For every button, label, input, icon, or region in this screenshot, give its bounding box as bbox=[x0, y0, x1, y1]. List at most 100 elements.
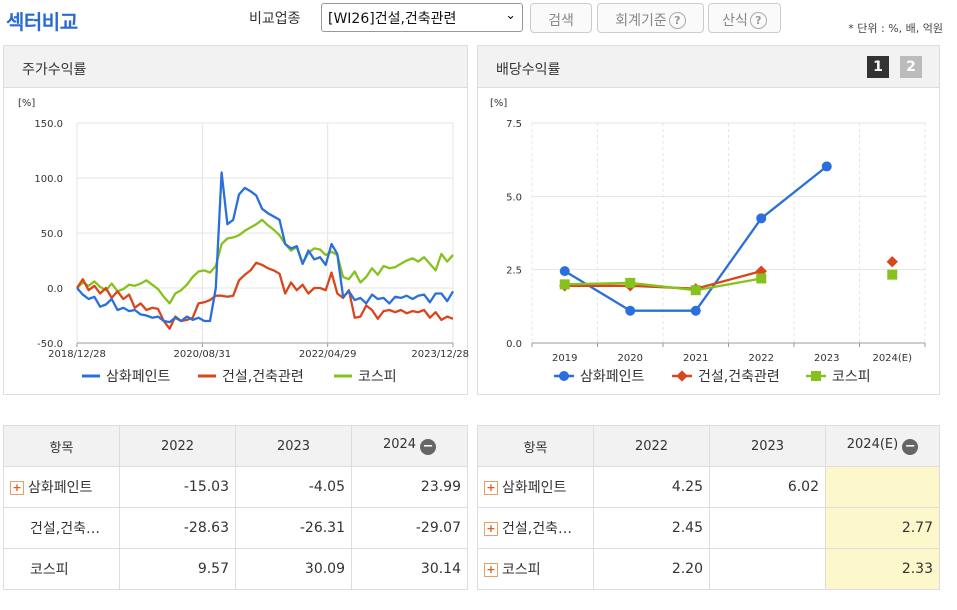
stock-return-panel: 주가수익률 bbox=[3, 45, 468, 395]
cell: 4.25 bbox=[593, 466, 710, 508]
expand-icon[interactable]: + bbox=[10, 481, 24, 495]
data-point bbox=[756, 213, 767, 224]
cell bbox=[709, 548, 826, 590]
dividend-yield-table: 항목 2022 2023 2024(E) − + 삼화페인트 4.25 6.02 +… bbox=[477, 425, 940, 590]
cell: 2.20 bbox=[593, 548, 710, 590]
x-tick-label: 2021 bbox=[683, 353, 708, 364]
row-name: 건설,건축… bbox=[3, 507, 120, 549]
stock-return-table: 항목 2022 2023 2024− + 삼화페인트 -15.03 -4.05 2… bbox=[3, 425, 468, 590]
table-row: + 삼화페인트 4.25 6.02 bbox=[477, 466, 940, 508]
cell: 30.09 bbox=[235, 548, 352, 590]
chevron-down-icon: ⌄ bbox=[505, 8, 516, 23]
col-year: 2023 bbox=[709, 425, 826, 467]
x-tick-label: 2018/12/28 bbox=[48, 349, 106, 360]
legend-marker bbox=[811, 371, 821, 381]
legend-label: 삼화페인트 bbox=[106, 369, 171, 385]
industry-select[interactable]: [WI26]건설,건축관련 ⌄ bbox=[321, 3, 523, 32]
table-row: + 코스피 2.20 2.33 bbox=[477, 548, 940, 590]
row-name: 삼화페인트 bbox=[28, 480, 93, 496]
dividend-yield-chart: [%] 7.5 5.0 2.5 0.0 2019 2020 2021 2022 2023 2024(… bbox=[490, 98, 926, 385]
y-tick-label: 100.0 bbox=[34, 174, 63, 185]
formula-button[interactable]: 산식? bbox=[708, 3, 781, 33]
row-name: 삼화페인트 bbox=[502, 480, 567, 496]
y-axis-unit: [%] bbox=[490, 98, 507, 109]
col-year: 2023 bbox=[235, 425, 352, 467]
y-axis-unit: [%] bbox=[18, 98, 35, 109]
y-tick-label: 0.0 bbox=[47, 284, 63, 295]
series-line-1 bbox=[76, 171, 454, 324]
y-tick-label: 150.0 bbox=[34, 119, 63, 130]
legend-label: 코스피 bbox=[358, 369, 397, 385]
x-tick-label: 2023 bbox=[814, 353, 839, 364]
x-tick-label: 2023/12/28 bbox=[411, 349, 469, 360]
accounting-standard-label: 회계기준 bbox=[615, 13, 667, 29]
search-button[interactable]: 검색 bbox=[530, 3, 592, 33]
data-point bbox=[690, 285, 701, 296]
x-tick-label: 2019 bbox=[552, 353, 577, 364]
x-tick-label: 2022 bbox=[749, 353, 774, 364]
cell bbox=[709, 507, 826, 549]
data-point bbox=[559, 279, 570, 290]
col-year: 2024(E) − bbox=[825, 425, 940, 467]
cell: -4.05 bbox=[235, 466, 352, 508]
help-icon: ? bbox=[668, 12, 686, 29]
unit-note: * 단위 : %, 배, 억원 bbox=[848, 22, 943, 35]
table-header-row: 항목 2022 2023 2024− bbox=[3, 425, 468, 467]
collapse-icon[interactable]: − bbox=[420, 439, 437, 455]
legend-label: 코스피 bbox=[832, 369, 871, 385]
cell: 2.33 bbox=[825, 548, 940, 590]
data-point bbox=[559, 266, 570, 277]
cell: 23.99 bbox=[351, 466, 468, 508]
x-tick-label: 2020/08/31 bbox=[174, 349, 232, 360]
y-tick-label: 5.0 bbox=[506, 192, 522, 203]
cell: -28.63 bbox=[119, 507, 236, 549]
cell: 2.45 bbox=[593, 507, 710, 549]
legend-marker bbox=[676, 370, 688, 382]
col-year: 2022 bbox=[593, 425, 710, 467]
data-point bbox=[886, 256, 898, 268]
series-line-2 bbox=[76, 261, 454, 330]
compare-label: 비교업종 bbox=[249, 11, 301, 27]
table-row: 코스피 9.57 30.09 30.14 bbox=[3, 548, 468, 590]
row-name: 코스피 bbox=[3, 548, 120, 590]
col-year: 2024− bbox=[351, 425, 468, 467]
collapse-icon[interactable]: − bbox=[902, 439, 919, 455]
table-row: + 건설,건축… 2.45 2.77 bbox=[477, 507, 940, 549]
dividend-yield-title: 배당수익률 bbox=[478, 46, 939, 88]
x-tick-label: 2022/04/29 bbox=[299, 349, 357, 360]
stock-return-title: 주가수익률 bbox=[4, 46, 467, 88]
page-title: 섹터비교 bbox=[6, 10, 78, 34]
accounting-standard-button[interactable]: 회계기준? bbox=[597, 3, 704, 33]
col-year-label: 2024 bbox=[382, 437, 417, 452]
cell: -26.31 bbox=[235, 507, 352, 549]
col-item: 항목 bbox=[3, 425, 120, 467]
legend-label: 삼화페인트 bbox=[580, 369, 645, 385]
series-line-3 bbox=[76, 218, 454, 305]
page-2-button[interactable]: 2 bbox=[900, 56, 922, 78]
expand-icon[interactable]: + bbox=[484, 481, 498, 495]
table-row: 건설,건축… -28.63 -26.31 -29.07 bbox=[3, 507, 468, 549]
y-tick-label: 2.5 bbox=[506, 266, 522, 277]
cell: 6.02 bbox=[709, 466, 826, 508]
col-year-label: 2024(E) bbox=[846, 437, 899, 452]
page-1-button[interactable]: 1 bbox=[867, 56, 889, 78]
cell: -15.03 bbox=[119, 466, 236, 508]
y-tick-label: 7.5 bbox=[506, 119, 522, 130]
cell: 9.57 bbox=[119, 548, 236, 590]
dividend-yield-panel: 배당수익률 1 2 bbox=[477, 45, 940, 395]
y-tick-label: -50.0 bbox=[37, 339, 63, 350]
data-point bbox=[625, 305, 636, 316]
data-point bbox=[756, 273, 767, 284]
expand-icon[interactable]: + bbox=[484, 563, 498, 577]
y-tick-label: 0.0 bbox=[506, 339, 522, 350]
y-tick-label: 50.0 bbox=[41, 229, 63, 240]
legend-label: 건설,건축관련 bbox=[698, 369, 780, 385]
help-icon: ? bbox=[749, 12, 767, 29]
data-point bbox=[887, 269, 898, 280]
series-line-3 bbox=[564, 277, 762, 292]
expand-icon[interactable]: + bbox=[484, 522, 498, 536]
formula-label: 산식 bbox=[722, 13, 748, 29]
x-tick-label: 2024(E) bbox=[872, 353, 912, 364]
data-point bbox=[690, 305, 701, 316]
cell bbox=[825, 466, 940, 508]
